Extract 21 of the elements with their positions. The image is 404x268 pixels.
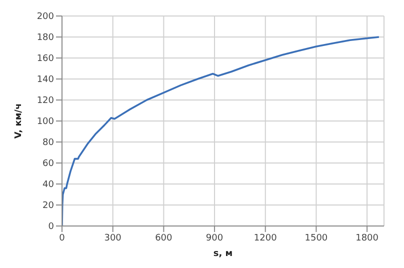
y-tick-label: 180 bbox=[36, 33, 54, 44]
y-tick-label: 40 bbox=[42, 180, 54, 190]
y-tick-label: 60 bbox=[42, 159, 54, 170]
y-tick-label: 160 bbox=[36, 54, 54, 64]
x-tick-label: 600 bbox=[155, 233, 173, 244]
x-tick-label: 900 bbox=[206, 233, 224, 244]
x-tick-label: 0 bbox=[59, 233, 66, 244]
x-tick-label: 1500 bbox=[304, 233, 328, 244]
y-tick-label: 140 bbox=[36, 75, 54, 86]
x-axis-title: s, м bbox=[213, 249, 233, 259]
y-tick-label: 100 bbox=[36, 117, 54, 128]
y-tick-label: 0 bbox=[48, 222, 54, 232]
x-tick-label: 300 bbox=[104, 233, 122, 244]
x-tick-label: 1800 bbox=[356, 233, 379, 244]
y-axis-title: V, км/ч bbox=[14, 103, 24, 139]
y-tick-label: 200 bbox=[36, 12, 54, 22]
y-tick-label: 20 bbox=[42, 201, 54, 212]
y-tick-label: 80 bbox=[42, 138, 54, 148]
line-series bbox=[62, 36, 380, 226]
y-tick-label: 120 bbox=[36, 96, 54, 106]
x-tick-label: 1200 bbox=[254, 233, 278, 244]
